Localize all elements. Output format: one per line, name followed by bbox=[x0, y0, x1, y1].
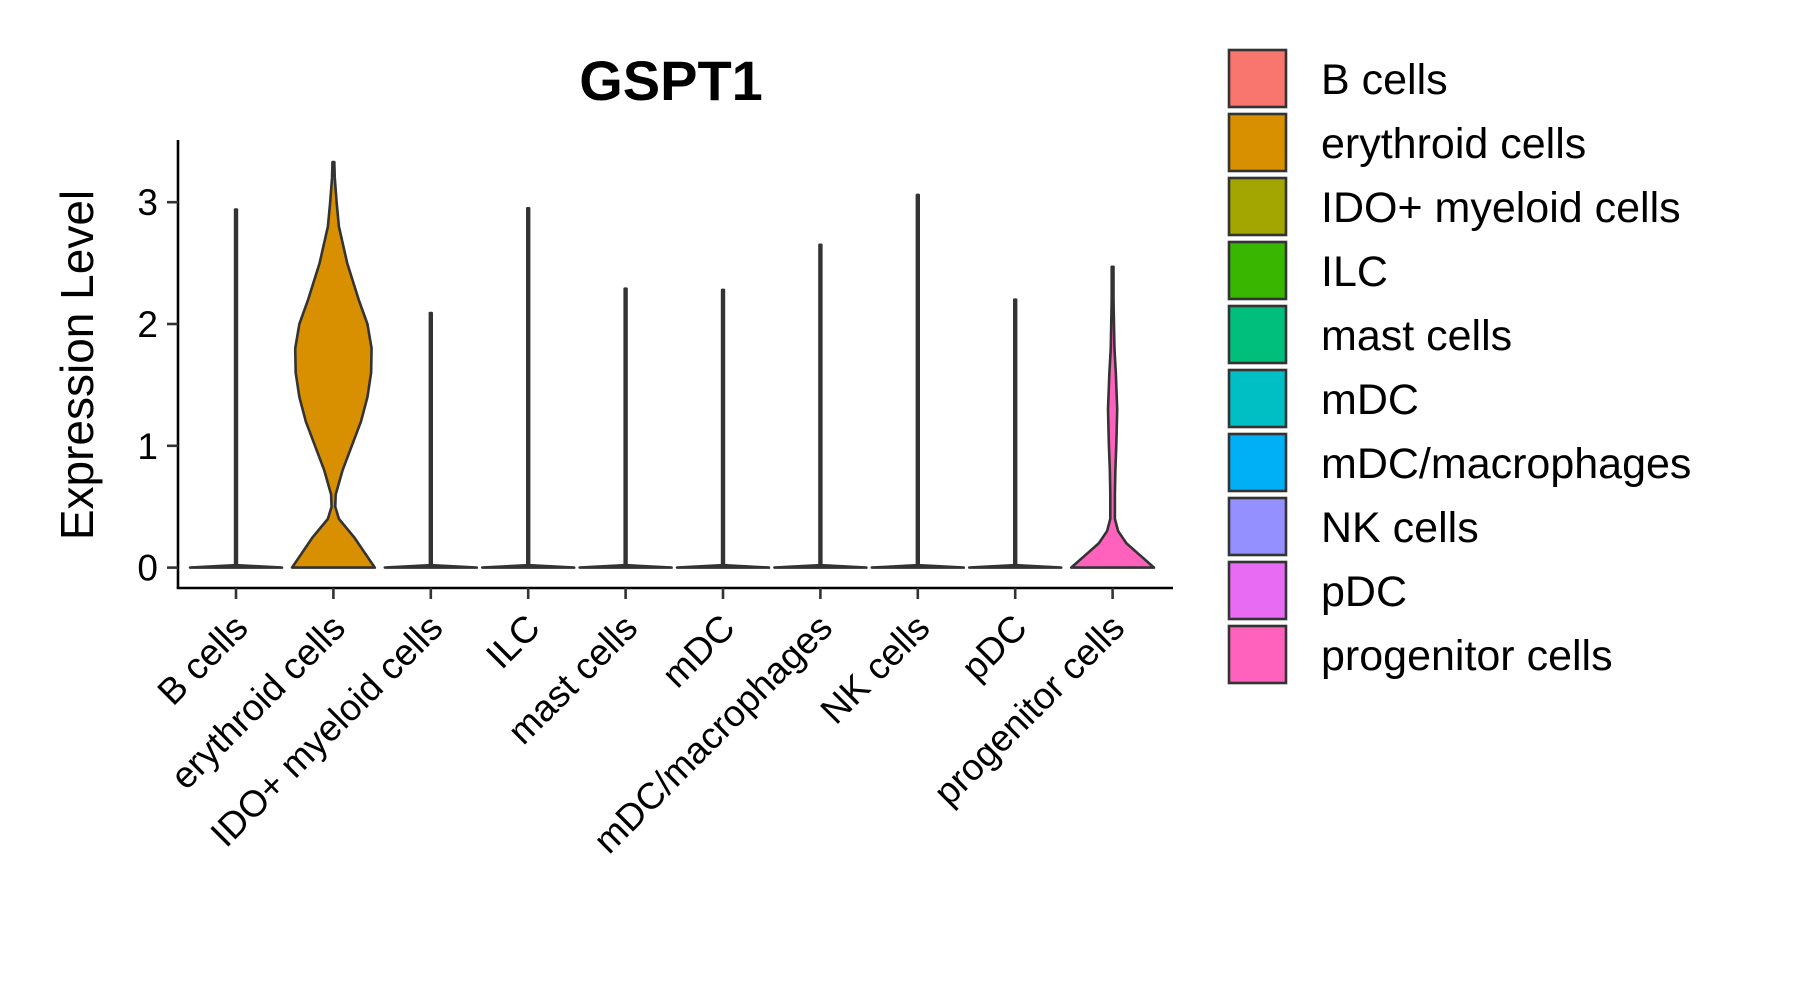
legend-key bbox=[1227, 240, 1288, 301]
legend-label: mast cells bbox=[1321, 312, 1512, 360]
violin-progenitor-cells bbox=[1069, 265, 1156, 569]
legend-label: mDC bbox=[1321, 376, 1419, 424]
legend-key bbox=[1227, 560, 1288, 621]
violin-shape bbox=[1069, 265, 1156, 569]
legend-label: mDC/macrophages bbox=[1321, 440, 1691, 488]
legend-item-ido-myeloid-cells: IDO+ myeloid cells bbox=[1227, 176, 1681, 237]
violin-shape bbox=[480, 206, 576, 569]
legend-item-nk-cells: NK cells bbox=[1227, 496, 1479, 557]
legend-label: ILC bbox=[1321, 248, 1388, 296]
violin-mdc-macrophages bbox=[773, 243, 868, 569]
legend-item-mdc: mDC bbox=[1227, 368, 1419, 429]
violin-shape bbox=[578, 287, 673, 569]
violin-shape bbox=[675, 288, 771, 569]
legend-label: erythroid cells bbox=[1321, 120, 1586, 168]
violin-mdc bbox=[675, 288, 771, 569]
legend-key bbox=[1227, 432, 1288, 493]
legend-key bbox=[1227, 48, 1288, 109]
legend-key bbox=[1227, 624, 1288, 685]
y-tick-label: 3 bbox=[137, 182, 158, 223]
chart-title: GSPT1 bbox=[579, 49, 763, 112]
violin-mast-cells bbox=[578, 287, 673, 569]
legend-key bbox=[1227, 112, 1288, 173]
legend-label: IDO+ myeloid cells bbox=[1321, 184, 1681, 232]
violin-ilc bbox=[480, 206, 576, 569]
y-tick-label: 1 bbox=[137, 426, 158, 467]
legend-item-ilc: ILC bbox=[1227, 240, 1388, 301]
legend-label: pDC bbox=[1321, 568, 1407, 616]
y-tick-label: 0 bbox=[137, 548, 158, 589]
legend-item-erythroid-cells: erythroid cells bbox=[1227, 112, 1586, 173]
y-axis-label: Expression Level bbox=[51, 190, 103, 540]
violin-b-cells bbox=[188, 208, 284, 569]
legend-label: progenitor cells bbox=[1321, 632, 1613, 680]
plot-area bbox=[188, 160, 1156, 569]
legend-label: B cells bbox=[1321, 56, 1448, 104]
x-tick-label: erythroid cells bbox=[163, 607, 353, 797]
violin-shape bbox=[290, 160, 377, 569]
violin-shape bbox=[383, 311, 479, 569]
legend-item-mast-cells: mast cells bbox=[1227, 304, 1512, 365]
violin-shape bbox=[967, 298, 1063, 569]
legend-key bbox=[1227, 176, 1288, 237]
legend-key bbox=[1227, 496, 1288, 557]
violin-ido-myeloid-cells bbox=[383, 311, 479, 569]
legend-label: NK cells bbox=[1321, 504, 1479, 552]
legend-key bbox=[1227, 368, 1288, 429]
legend-item-pdc: pDC bbox=[1227, 560, 1407, 621]
legend-item-b-cells: B cells bbox=[1227, 48, 1448, 109]
legend-item-mdc-macrophages: mDC/macrophages bbox=[1227, 432, 1691, 493]
y-tick-label: 2 bbox=[137, 304, 158, 345]
x-tick-label: ILC bbox=[478, 607, 548, 677]
x-tick-label: NK cells bbox=[813, 607, 938, 732]
legend-item-progenitor-cells: progenitor cells bbox=[1227, 624, 1613, 685]
violin-shape bbox=[188, 208, 284, 569]
violin-nk-cells bbox=[870, 193, 966, 569]
x-tick-label: pDC bbox=[954, 607, 1035, 688]
legend-key bbox=[1227, 304, 1288, 365]
violin-erythroid-cells bbox=[290, 160, 377, 569]
x-tick-label: mDC bbox=[654, 607, 743, 696]
legend: B cells erythroid cells IDO+ myeloid cells… bbox=[1227, 48, 1691, 685]
violin-pdc bbox=[967, 298, 1063, 569]
violin-shape bbox=[870, 193, 966, 569]
violin-shape bbox=[773, 243, 868, 569]
